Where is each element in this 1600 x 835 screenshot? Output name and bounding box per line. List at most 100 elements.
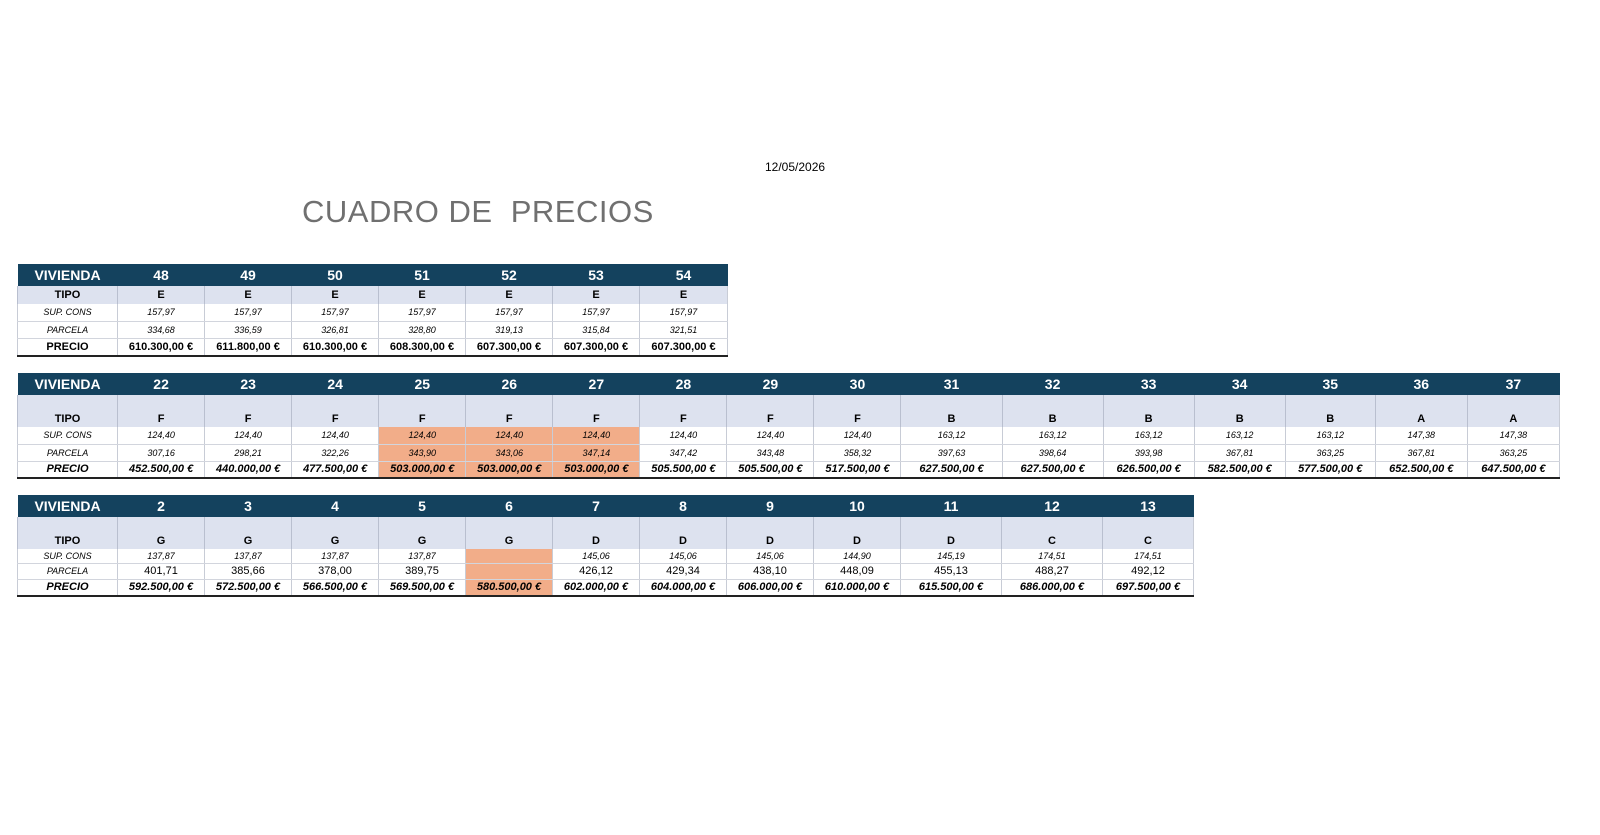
page-title: CUADRO DE PRECIOS bbox=[302, 194, 654, 229]
parcela-cell: 363,25 bbox=[1284, 444, 1376, 462]
parcela-cell: 367,81 bbox=[1193, 444, 1286, 462]
parcela-cell: 307,16 bbox=[117, 444, 205, 462]
precio-cell: 697.500,00 € bbox=[1102, 579, 1194, 597]
sup-cons-cell: 137,87 bbox=[117, 549, 205, 564]
precio-cell: 582.500,00 € bbox=[1193, 461, 1286, 479]
parcela-cell: 455,13 bbox=[900, 563, 1002, 580]
precio-cell: 610.300,00 € bbox=[291, 338, 379, 357]
vivienda-number: 48 bbox=[117, 264, 205, 286]
tipo-cell: E bbox=[378, 286, 466, 304]
vivienda-number: 30 bbox=[813, 373, 901, 395]
vivienda-number: 36 bbox=[1375, 373, 1468, 395]
tipo-cell: C bbox=[1102, 517, 1194, 549]
tipo-cell: B bbox=[1284, 395, 1376, 427]
tipo-cell: G bbox=[291, 517, 379, 549]
tipo-cell: B bbox=[1102, 395, 1195, 427]
sup-cons-cell: 137,87 bbox=[378, 549, 466, 564]
parcela-cell: 319,13 bbox=[465, 321, 553, 339]
parcela-label: PARCELA bbox=[17, 563, 118, 580]
tipo-cell: B bbox=[900, 395, 1003, 427]
vivienda-number: 28 bbox=[639, 373, 727, 395]
vivienda-number: 3 bbox=[204, 495, 292, 517]
vivienda-number: 9 bbox=[726, 495, 814, 517]
parcela-cell: 343,48 bbox=[726, 444, 814, 462]
vivienda-number: 23 bbox=[204, 373, 292, 395]
tipo-cell: D bbox=[726, 517, 814, 549]
tipo-cell: F bbox=[726, 395, 814, 427]
vivienda-number: 24 bbox=[291, 373, 379, 395]
sup-cons-cell: 147,38 bbox=[1466, 427, 1561, 445]
parcela-cell: 322,26 bbox=[291, 444, 379, 462]
parcela-cell: 363,25 bbox=[1466, 444, 1561, 462]
parcela-cell: 389,75 bbox=[378, 563, 466, 580]
vivienda-label: VIVIENDA bbox=[17, 264, 118, 286]
vivienda-number: 13 bbox=[1102, 495, 1194, 517]
tipo-cell: F bbox=[378, 395, 466, 427]
precio-cell: 577.500,00 € bbox=[1284, 461, 1376, 479]
precio-cell: 647.500,00 € bbox=[1466, 461, 1561, 479]
vivienda-number: 27 bbox=[552, 373, 640, 395]
parcela-cell: 429,34 bbox=[639, 563, 727, 580]
sup-cons-cell: 157,97 bbox=[639, 304, 728, 322]
tipo-cell: F bbox=[639, 395, 727, 427]
vivienda-number: 54 bbox=[639, 264, 728, 286]
vivienda-number: 34 bbox=[1194, 373, 1286, 395]
vivienda-number: 6 bbox=[465, 495, 553, 517]
vivienda-number: 53 bbox=[552, 264, 640, 286]
parcela-cell: 328,80 bbox=[378, 321, 466, 339]
tipo-cell: F bbox=[552, 395, 640, 427]
precio-label: PRECIO bbox=[16, 461, 118, 479]
tipo-cell: G bbox=[378, 517, 466, 549]
parcela-cell: 397,63 bbox=[900, 444, 1003, 462]
precio-cell: 652.500,00 € bbox=[1374, 461, 1468, 479]
precio-cell: 569.500,00 € bbox=[378, 579, 466, 597]
vivienda-number: 31 bbox=[900, 373, 1003, 395]
vivienda-number: 12 bbox=[1001, 495, 1103, 517]
parcela-cell-highlighted: 343,06 bbox=[465, 444, 553, 462]
precio-cell: 686.000,00 € bbox=[1001, 579, 1103, 597]
precio-cell: 440.000,00 € bbox=[204, 461, 292, 479]
parcela-cell: 448,09 bbox=[813, 563, 901, 580]
sup-cons-cell: 174,51 bbox=[1102, 549, 1194, 564]
precio-cell: 610.300,00 € bbox=[117, 338, 205, 357]
precio-cell: 606.000,00 € bbox=[726, 579, 814, 597]
tipo-cell: F bbox=[465, 395, 553, 427]
parcela-cell: 385,66 bbox=[204, 563, 292, 580]
tipo-label: TIPO bbox=[17, 517, 118, 549]
precio-label: PRECIO bbox=[17, 579, 118, 597]
sup-cons-cell: 145,06 bbox=[726, 549, 814, 564]
tipo-cell: B bbox=[1193, 395, 1286, 427]
document-date: 12/05/2026 bbox=[765, 160, 826, 174]
sup-cons-cell: 163,12 bbox=[1102, 427, 1195, 445]
vivienda-number: 26 bbox=[465, 373, 553, 395]
parcela-label: PARCELA bbox=[16, 444, 118, 462]
precio-cell: 505.500,00 € bbox=[639, 461, 727, 479]
tipo-cell: D bbox=[639, 517, 727, 549]
precio-cell: 517.500,00 € bbox=[813, 461, 901, 479]
tipo-cell: E bbox=[639, 286, 728, 304]
vivienda-number: 4 bbox=[291, 495, 379, 517]
tipo-cell: B bbox=[1001, 395, 1104, 427]
sup-cons-cell: 163,12 bbox=[1001, 427, 1104, 445]
sup-cons-cell-highlighted: 124,40 bbox=[378, 427, 466, 445]
vivienda-label: VIVIENDA bbox=[17, 495, 118, 517]
price-table-3: VIVIENDA 2 3 4 5 6 7 8 9 10 11 12 13 TIP… bbox=[17, 495, 1194, 597]
tipo-cell: A bbox=[1374, 395, 1468, 427]
precio-cell-highlighted: 580.500,00 € bbox=[465, 579, 553, 597]
precio-cell: 615.500,00 € bbox=[900, 579, 1002, 597]
vivienda-number: 8 bbox=[639, 495, 727, 517]
sup-cons-cell: 124,40 bbox=[813, 427, 901, 445]
sup-cons-cell: 124,40 bbox=[291, 427, 379, 445]
parcela-cell: 334,68 bbox=[117, 321, 205, 339]
parcela-cell-highlighted: 347,14 bbox=[552, 444, 640, 462]
vivienda-number: 22 bbox=[117, 373, 205, 395]
sup-cons-cell: 163,12 bbox=[1284, 427, 1376, 445]
vivienda-number: 11 bbox=[900, 495, 1002, 517]
parcela-cell: 398,64 bbox=[1001, 444, 1104, 462]
parcela-cell: 347,42 bbox=[639, 444, 727, 462]
tipo-cell: D bbox=[552, 517, 640, 549]
tipo-cell: E bbox=[291, 286, 379, 304]
precio-cell: 608.300,00 € bbox=[378, 338, 466, 357]
sup-cons-cell: 124,40 bbox=[726, 427, 814, 445]
sup-cons-cell: 157,97 bbox=[204, 304, 292, 322]
